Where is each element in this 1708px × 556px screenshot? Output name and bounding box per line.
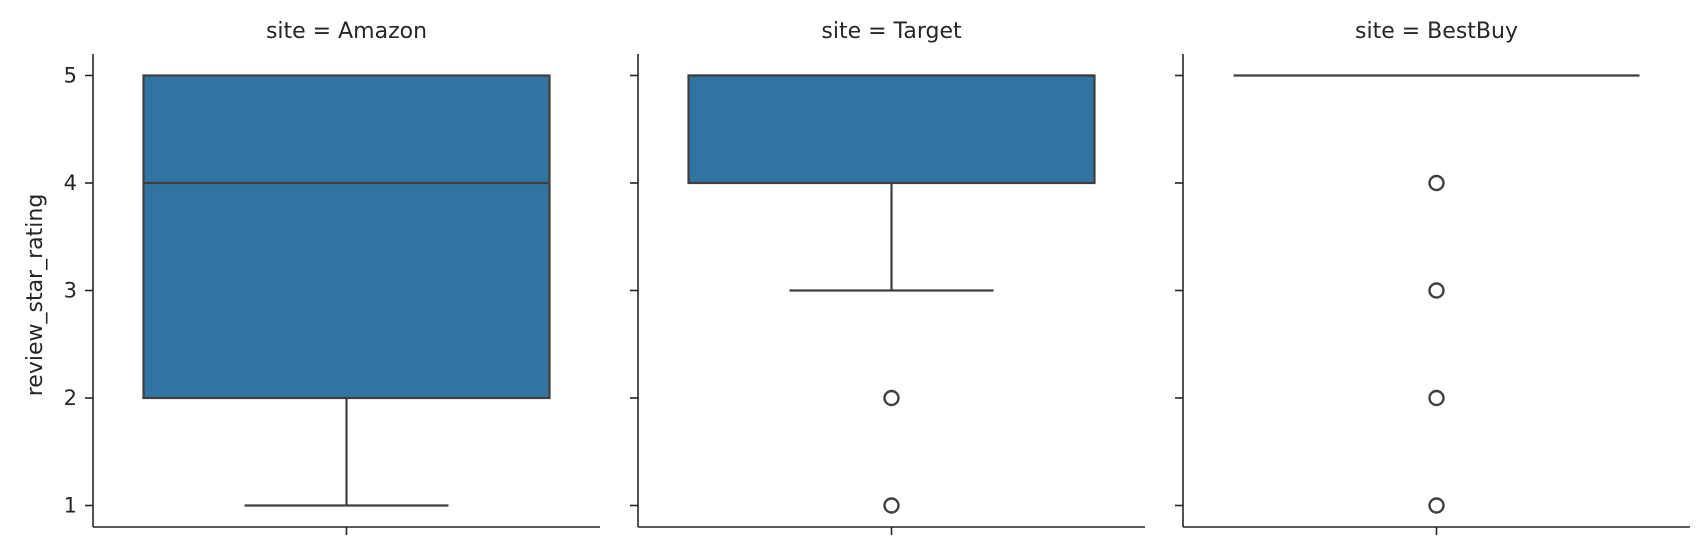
facet-title: site = BestBuy: [1355, 19, 1518, 44]
facets: site = Amazon 1 2 3 4 5 site = Target site = Be…: [64, 19, 1690, 535]
outlier-point: [883, 389, 900, 407]
facet-panel: site = Target: [630, 19, 1145, 535]
box-iqr: [687, 74, 1096, 185]
y-tick-label: 1: [64, 494, 77, 518]
facet-title: site = Amazon: [266, 19, 427, 44]
outlier-point: [1428, 497, 1445, 514]
facet-panel: site = BestBuy: [1175, 19, 1690, 535]
outlier-point: [1428, 389, 1445, 407]
y-tick-label: 2: [64, 386, 77, 410]
outlier-point: [1428, 174, 1445, 192]
y-tick-label: 5: [64, 64, 77, 88]
outlier-point: [883, 497, 900, 514]
facet-panel: site = Amazon 1 2 3 4 5: [64, 19, 600, 535]
y-tick-label: 3: [64, 279, 77, 303]
outlier-point: [1428, 282, 1445, 299]
facet-title: site = Target: [821, 19, 962, 44]
y-axis-label: review_star_rating: [23, 194, 48, 397]
box-iqr: [142, 74, 551, 400]
y-tick-label: 4: [64, 171, 77, 195]
